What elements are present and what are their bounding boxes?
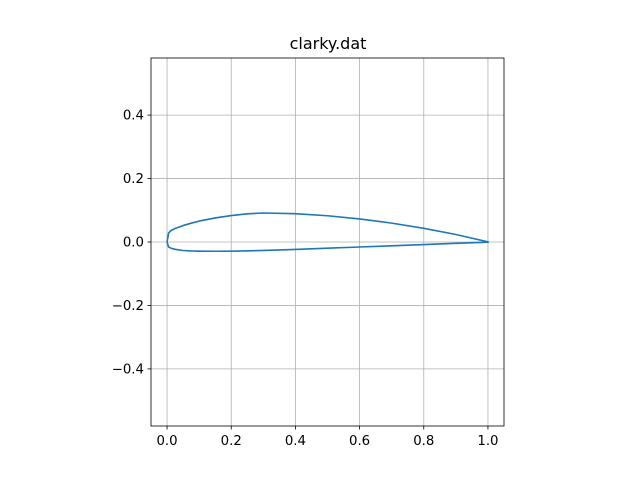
y-axis: −0.4 −0.2 0.0 0.2 0.4 bbox=[112, 109, 151, 378]
y-tick-label: 0.2 bbox=[123, 172, 144, 187]
y-tick-label: 0.0 bbox=[123, 236, 144, 251]
x-axis: 0.0 0.2 0.4 0.6 0.8 1.0 bbox=[156, 426, 499, 449]
series-layer bbox=[166, 212, 489, 253]
y-tick-label: 0.4 bbox=[123, 109, 144, 124]
x-tick-label: 0.6 bbox=[349, 434, 370, 449]
x-tick-label: 1.0 bbox=[477, 434, 498, 449]
y-gridlines bbox=[151, 114, 504, 370]
x-tick-label: 0.0 bbox=[156, 434, 177, 449]
chart-title: clarky.dat bbox=[290, 34, 367, 53]
y-tick-label: −0.2 bbox=[112, 299, 144, 314]
x-tick-label: 0.2 bbox=[221, 434, 242, 449]
x-tick-label: 0.4 bbox=[285, 434, 306, 449]
y-tick-label: −0.4 bbox=[112, 363, 144, 378]
airfoil-outline-line bbox=[166, 212, 489, 253]
x-tick-label: 0.8 bbox=[413, 434, 434, 449]
